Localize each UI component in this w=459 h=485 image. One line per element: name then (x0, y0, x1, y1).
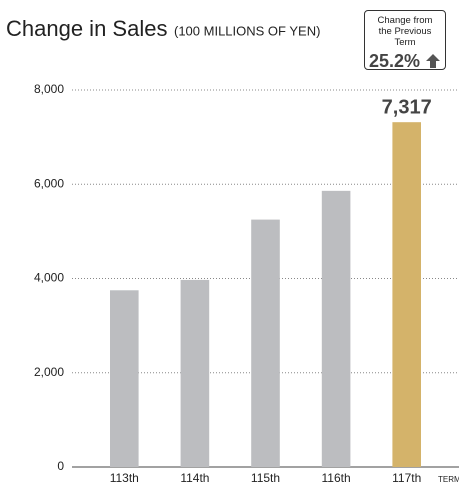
x-tick-label: 114th (180, 471, 209, 485)
x-tick-label: 117th (392, 471, 421, 485)
up-arrow (426, 54, 441, 68)
badge-value-row: 25.2% (365, 51, 445, 72)
bar (180, 279, 210, 467)
value-label: 7,317 (382, 96, 432, 118)
bar (251, 219, 280, 467)
y-tick-label: 0 (57, 459, 64, 473)
bar (110, 290, 139, 467)
x-tick-label: 116th (322, 471, 351, 485)
y-tick-label: 2,000 (34, 365, 64, 379)
x-axis-label: TERM (438, 475, 459, 484)
y-tick-label: 6,000 (34, 176, 64, 190)
bar (392, 122, 421, 468)
badge-label: Change from the Previous Term (377, 15, 433, 48)
chart-subtitle: (100 MILLIONS OF YEN) (174, 23, 320, 38)
x-tick-label: 115th (251, 471, 280, 485)
bar (321, 190, 351, 467)
x-tick-label: 113th (110, 471, 139, 485)
change-badge: Change from the Previous Term 25.2% (364, 10, 446, 72)
chart-title: Change in Sales (6, 16, 167, 41)
y-tick-label: 8,000 (34, 82, 64, 96)
y-tick-label: 4,000 (34, 271, 64, 285)
badge-value: 25.2% (368, 51, 421, 71)
